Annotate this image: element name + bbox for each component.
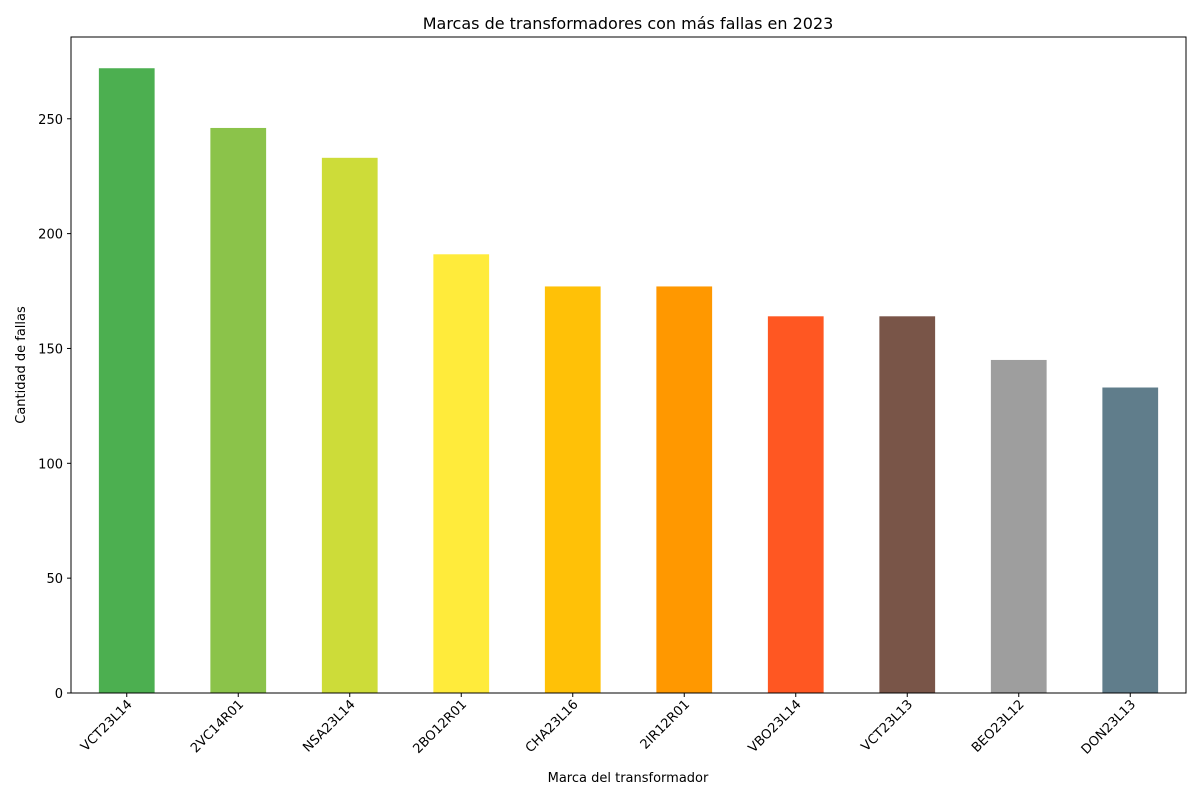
y-tick-label: 0 — [55, 687, 63, 702]
y-tick-label: 150 — [38, 342, 63, 357]
x-tick-label: 2IR12R01 — [638, 697, 693, 752]
y-tick-label: 250 — [38, 113, 63, 128]
y-axis-ticks: 0 50 100 150 200 250 — [38, 113, 71, 702]
bar-VCT23L13 — [879, 316, 936, 693]
bar-2VC14R01 — [210, 127, 267, 693]
chart-title: Marcas de transformadores con más fallas… — [423, 14, 834, 33]
bar-VCT23L14 — [98, 68, 155, 693]
x-tick-label: DON23L13 — [1079, 697, 1139, 757]
bar-2IR12R01 — [656, 286, 713, 693]
x-axis-label: Marca del transformador — [548, 771, 709, 786]
x-tick-label: NSA23L14 — [300, 697, 358, 755]
x-tick-label: 2BO12R01 — [410, 697, 470, 757]
x-tick-label: 2VC14R01 — [188, 697, 247, 756]
x-tick-label: VBO23L14 — [746, 697, 805, 756]
bar-2BO12R01 — [433, 254, 490, 693]
bar-DON23L13 — [1102, 387, 1159, 693]
bar-CHA23L16 — [544, 286, 601, 693]
plot-area-frame — [70, 36, 1187, 694]
x-tick-label: CHA23L16 — [523, 697, 582, 756]
y-tick-label: 100 — [38, 457, 63, 472]
x-tick-label: BEO23L12 — [969, 697, 1027, 755]
bar-BEO23L12 — [990, 359, 1047, 693]
y-axis-label: Cantidad de fallas — [14, 306, 29, 424]
bars-group — [98, 68, 1159, 693]
y-tick-label: 200 — [38, 228, 63, 243]
y-tick-label: 50 — [46, 572, 63, 587]
x-tick-label: VCT23L14 — [78, 697, 135, 754]
x-axis-ticks: VCT23L14 2VC14R01 NSA23L14 2BO12R01 CHA23L16… — [78, 693, 1139, 758]
bar-NSA23L14 — [321, 157, 378, 693]
x-tick-label: VCT23L13 — [859, 697, 916, 754]
bar-VBO23L14 — [767, 316, 824, 693]
